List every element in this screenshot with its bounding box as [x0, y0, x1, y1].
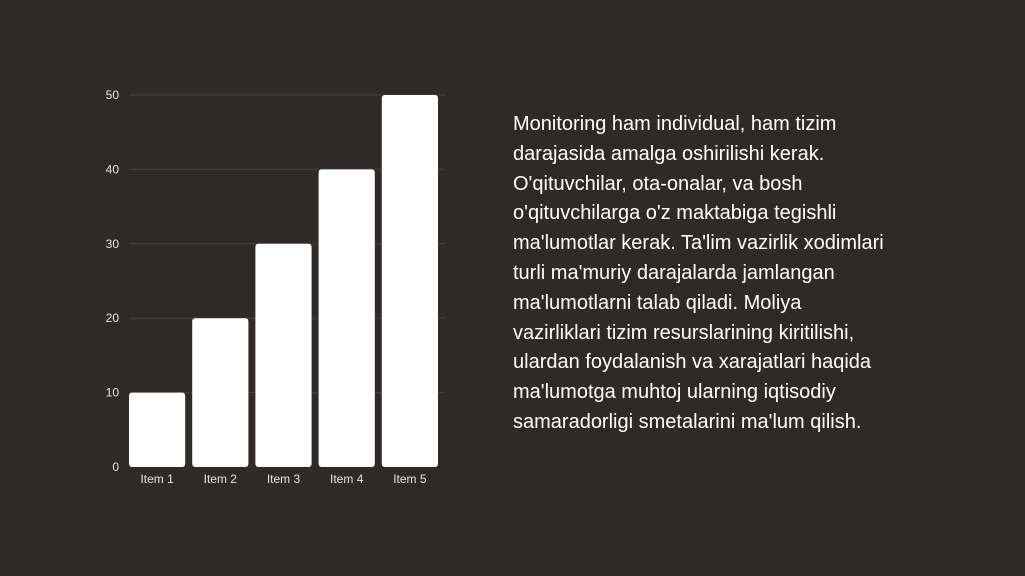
x-tick-label: Item 5 — [393, 472, 427, 486]
bars — [129, 95, 438, 467]
x-tick-label: Item 3 — [267, 472, 301, 486]
bar — [255, 243, 312, 467]
x-tick-label: Item 2 — [204, 472, 238, 486]
y-tick-label: 20 — [106, 311, 120, 325]
bar — [192, 318, 249, 467]
y-tick-label: 40 — [106, 162, 120, 176]
bar — [381, 95, 438, 467]
x-tick-label: Item 1 — [140, 472, 174, 486]
description-paragraph: Monitoring ham individual, ham tizim dar… — [513, 113, 884, 433]
y-tick-label: 50 — [106, 88, 120, 102]
bar — [318, 169, 375, 467]
y-tick-label: 0 — [112, 460, 119, 474]
y-axis-ticks: 0 10 20 30 40 50 — [106, 88, 120, 474]
y-tick-label: 10 — [106, 386, 120, 400]
y-tick-label: 30 — [106, 237, 120, 251]
bar — [129, 392, 186, 467]
x-tick-label: Item 4 — [330, 472, 364, 486]
x-axis-ticks: Item 1 Item 2 Item 3 Item 4 Item 5 — [140, 472, 426, 486]
